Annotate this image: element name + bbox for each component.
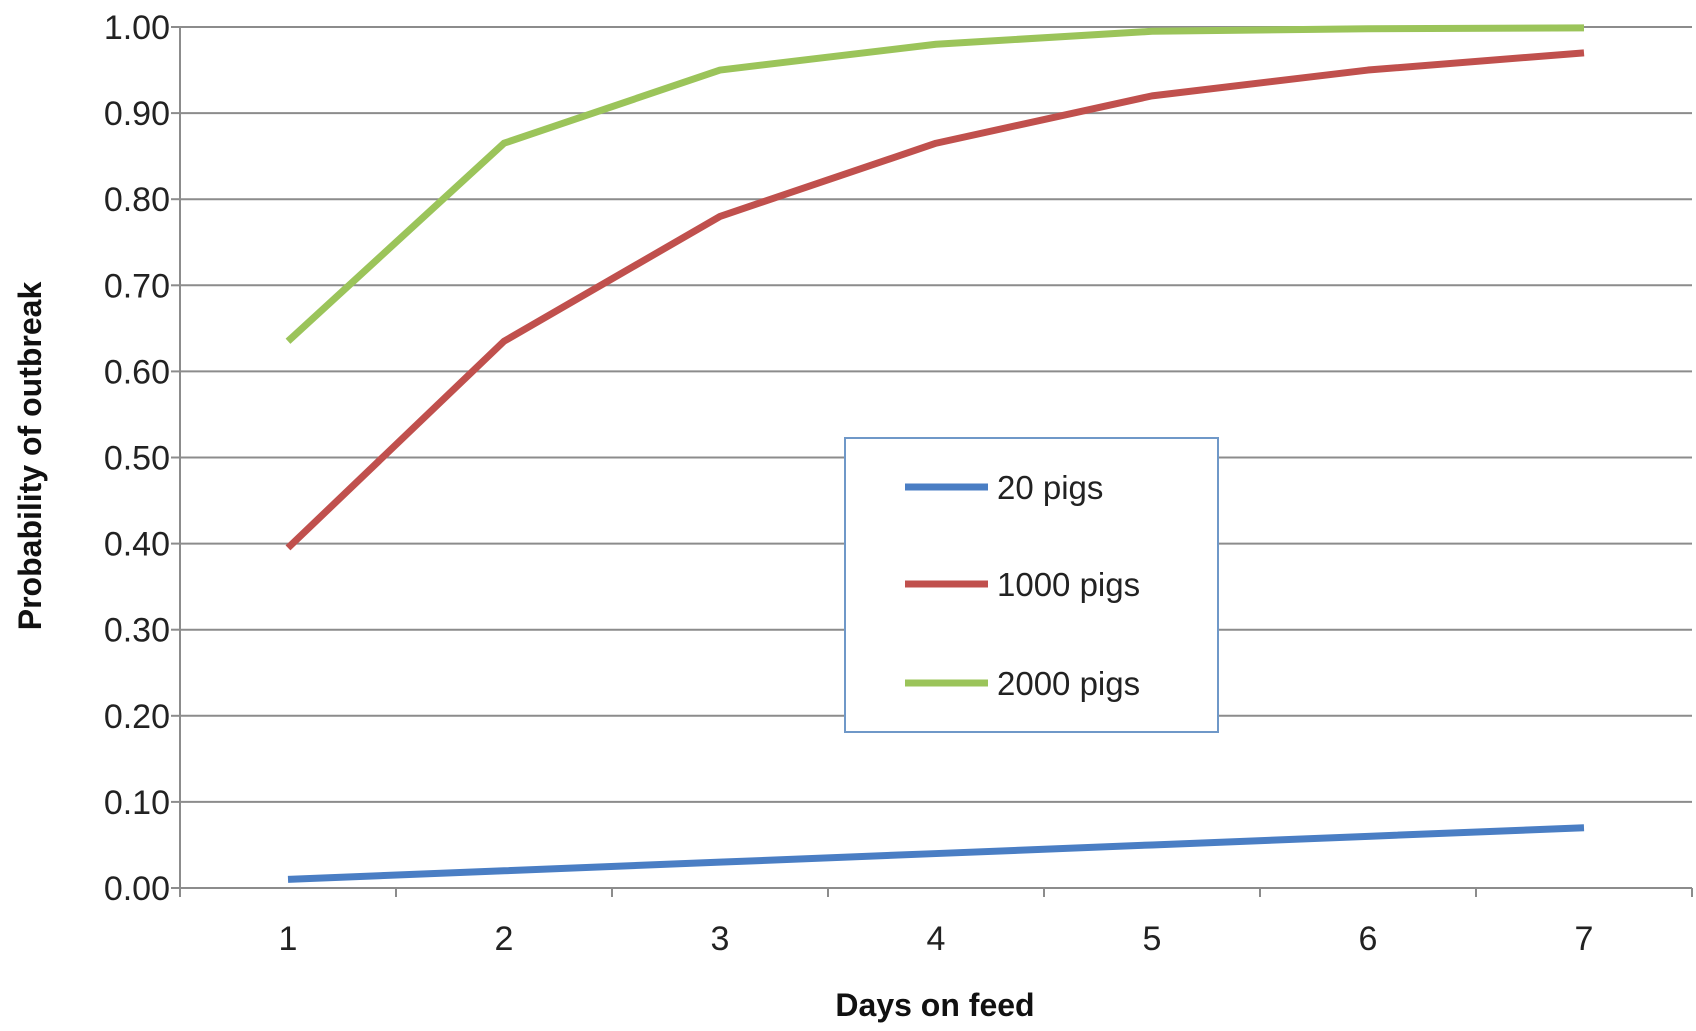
x-axis-title: Days on feed [835,987,1034,1023]
y-tick-label: 0.00 [104,870,170,908]
legend: 20 pigs 1000 pigs 2000 pigs [844,437,1219,733]
axis-layer: 0.00 0.10 0.20 0.30 0.40 0.50 0.60 0.70 0.80 0.90… [104,9,1693,958]
x-tick-label: 2 [495,920,514,958]
series-layer [285,24,1585,883]
legend-label-20-pigs: 20 pigs [997,469,1103,506]
legend-items: 20 pigs 1000 pigs 2000 pigs [905,469,1140,702]
y-tick-label: 0.70 [104,267,170,305]
y-tick-label: 1.00 [104,9,170,47]
series-line-1000-pigs [285,49,1585,551]
x-tick-label: 7 [1575,920,1594,958]
legend-label-2000-pigs: 2000 pigs [997,665,1140,702]
y-tick-label: 0.10 [104,784,170,822]
y-tick-label: 0.30 [104,612,170,650]
y-tick-label: 0.50 [104,440,170,478]
series-line-20-pigs [287,824,1585,883]
x-tick-label: 4 [927,920,946,958]
y-tick-label: 0.20 [104,698,170,736]
y-tick-label: 0.40 [104,526,170,564]
x-tick-label: 3 [711,920,730,958]
x-tick-label: 1 [279,920,298,958]
series-line-2000-pigs [285,24,1585,344]
y-axis-title: Probability of outbreak [12,282,48,631]
x-tick-label: 6 [1359,920,1378,958]
legend-label-1000-pigs: 1000 pigs [997,566,1140,603]
y-tick-label: 0.90 [104,95,170,133]
y-tick-label: 0.60 [104,353,170,391]
y-tick-label: 0.80 [104,181,170,219]
x-tick-label: 5 [1143,920,1162,958]
